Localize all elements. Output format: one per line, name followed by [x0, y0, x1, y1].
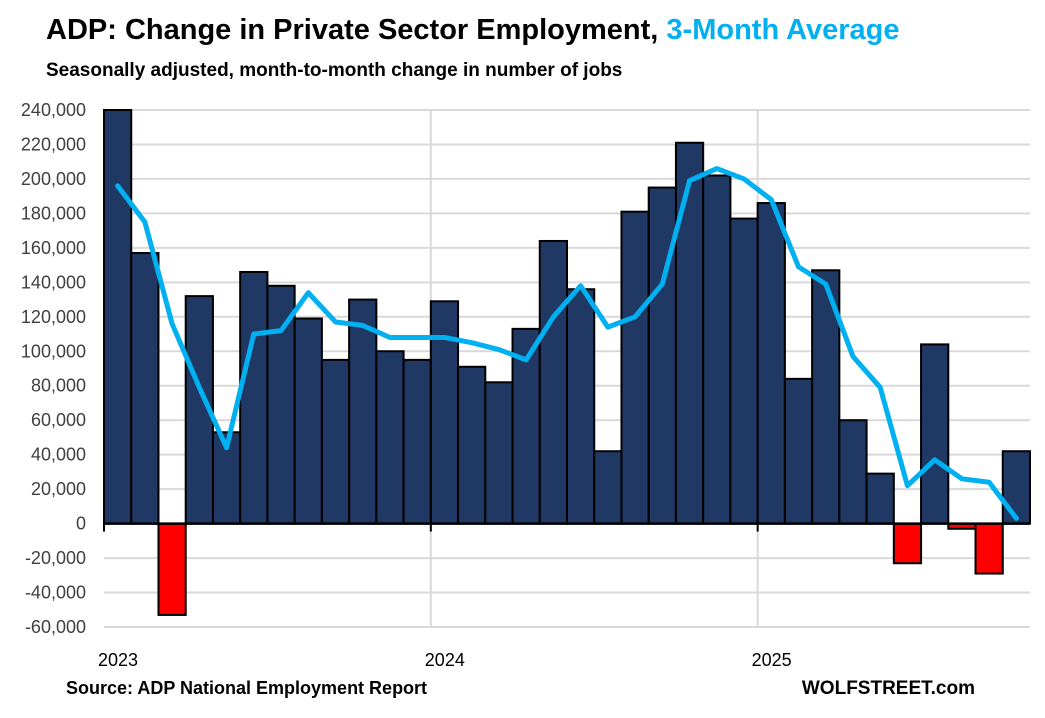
bar-2023-11 [375, 350, 405, 525]
y-tick-labels: -60,000 -40,000 -20,000 0 20,000 40,000 60,000… [21, 100, 86, 637]
bar-2025-04 [838, 419, 868, 525]
average-line-path [115, 166, 1019, 521]
x-tick-label: 2023 [98, 650, 138, 670]
bar-2024-12 [729, 217, 759, 525]
chart-subtitle: Seasonally adjusted, month-to-month chan… [46, 60, 623, 81]
y-tick-label: -60,000 [25, 617, 86, 637]
y-tick-label: 80,000 [31, 376, 86, 396]
bar-2023-02 [130, 252, 160, 525]
title-main: ADP: Change in Private Sector Employment… [46, 14, 659, 46]
y-tick-label: 140,000 [21, 272, 86, 292]
source-note: Source: ADP National Employment Report [66, 678, 428, 698]
bar-2024-08 [620, 210, 650, 525]
y-tick-label: 200,000 [21, 169, 86, 189]
bar-2025-05 [865, 472, 895, 525]
bar-2024-09 [647, 186, 677, 525]
y-tick-label: -40,000 [25, 583, 86, 603]
bar-2023-09 [320, 358, 351, 525]
bar-2024-10 [674, 141, 705, 525]
bar-2024-11 [702, 174, 732, 525]
bar-2023-10 [348, 298, 378, 525]
bar-2023-12 [402, 358, 432, 525]
bars [103, 109, 1032, 616]
bar-2024-07 [593, 450, 623, 525]
bar-2023-01 [103, 109, 133, 525]
bar-2023-03 [157, 522, 187, 616]
title-highlight: 3-Month Average [666, 14, 900, 46]
y-tick-label: 240,000 [21, 100, 86, 120]
x-tick-label: 2025 [752, 650, 792, 670]
y-tick-label: 160,000 [21, 238, 86, 258]
y-tick-label: 20,000 [31, 479, 86, 499]
bar-2024-01 [429, 300, 460, 525]
chart-title: ADP: Change in Private Sector Employment… [46, 14, 900, 47]
bar-2023-06 [239, 270, 269, 525]
bar-2025-03 [811, 269, 841, 525]
bar-2025-07 [920, 343, 950, 525]
axes [103, 522, 1030, 532]
y-tick-label: 60,000 [31, 410, 86, 430]
y-tick-label: 100,000 [21, 341, 86, 361]
y-tick-label: 40,000 [31, 445, 86, 465]
bar-2023-08 [293, 317, 323, 525]
y-tick-label: 120,000 [21, 307, 86, 327]
bar-2024-02 [457, 365, 487, 525]
bar-2025-06 [892, 522, 923, 565]
y-tick-label: -20,000 [25, 548, 86, 568]
y-tick-label: 0 [76, 514, 86, 534]
x-tick-labels: 2023 2024 2025 [98, 650, 792, 670]
y-tick-label: 180,000 [21, 203, 86, 223]
bar-2024-06 [566, 288, 596, 525]
bar-2024-03 [484, 381, 514, 525]
bar-2025-09 [974, 522, 1004, 575]
bar-2025-02 [783, 377, 814, 525]
y-tick-label: 220,000 [21, 134, 86, 154]
brand-watermark: WOLFSTREET.com [801, 678, 975, 699]
bar-2024-05 [538, 239, 569, 525]
x-tick-label: 2024 [425, 650, 465, 670]
average-line [115, 166, 1019, 521]
bar-2025-01 [756, 202, 786, 525]
bar-2023-07 [266, 284, 296, 525]
bar-2025-10 [1001, 450, 1032, 525]
